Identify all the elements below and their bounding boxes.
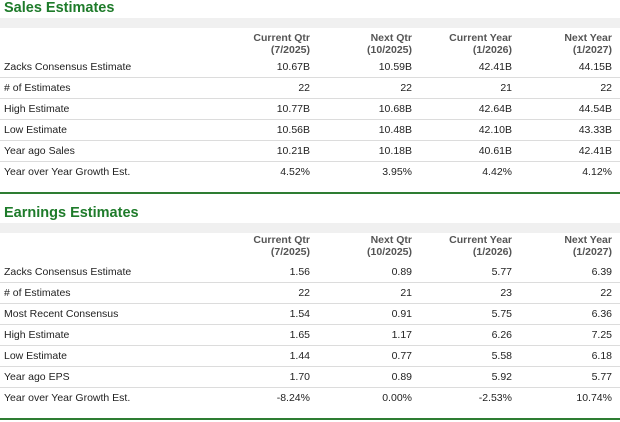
cell-value: 3.95% xyxy=(382,166,412,178)
cell-value: 10.67B xyxy=(276,61,310,73)
cell-value: 23 xyxy=(500,287,512,299)
row-label: Zacks Consensus Estimate xyxy=(4,266,132,278)
cell-value: 5.77 xyxy=(591,371,612,383)
cell-value: 22 xyxy=(400,82,412,94)
table-row: Year ago Sales 10.21B 10.18B 40.61B 42.4… xyxy=(0,141,620,162)
cell-value: 40.61B xyxy=(478,145,512,157)
row-label: High Estimate xyxy=(4,103,70,115)
cell-value: 1.54 xyxy=(289,308,310,320)
cell-value: 21 xyxy=(500,82,512,94)
cell-value: 10.59B xyxy=(378,61,412,73)
cell-value: 0.89 xyxy=(391,371,412,383)
cell-value: 22 xyxy=(298,82,310,94)
table-row: Year over Year Growth Est. 4.52% 3.95% 4… xyxy=(0,162,620,183)
column-header-current-qtr: Current Qtr (7/2025) xyxy=(253,32,310,56)
row-label: Low Estimate xyxy=(4,124,68,136)
cell-value: 0.91 xyxy=(391,308,412,320)
cell-value: -2.53% xyxy=(478,392,512,404)
row-label: Most Recent Consensus xyxy=(4,308,119,320)
column-header-next-qtr: Next Qtr (10/2025) xyxy=(367,234,412,258)
earnings-estimates-title: Earnings Estimates xyxy=(4,205,139,221)
cell-value: 44.15B xyxy=(578,61,612,73)
cell-value: 1.44 xyxy=(289,350,310,362)
cell-value: 0.89 xyxy=(391,266,412,278)
cell-value: 42.41B xyxy=(478,61,512,73)
cell-value: 5.92 xyxy=(491,371,512,383)
section-divider xyxy=(0,418,620,420)
table-row: Most Recent Consensus 1.54 0.91 5.75 6.3… xyxy=(0,304,620,325)
row-label: Year over Year Growth Est. xyxy=(4,166,131,178)
cell-value: 6.36 xyxy=(591,308,612,320)
cell-value: 6.26 xyxy=(491,329,512,341)
section-divider xyxy=(0,192,620,194)
cell-value: 0.77 xyxy=(391,350,412,362)
title-band xyxy=(0,223,620,233)
cell-value: 6.39 xyxy=(591,266,612,278)
cell-value: 21 xyxy=(400,287,412,299)
table-row: Year ago EPS 1.70 0.89 5.92 5.77 xyxy=(0,367,620,388)
table-row: # of Estimates 22 21 23 22 xyxy=(0,283,620,304)
cell-value: 22 xyxy=(600,287,612,299)
cell-value: 42.64B xyxy=(478,103,512,115)
cell-value: 1.70 xyxy=(289,371,310,383)
cell-value: 6.18 xyxy=(591,350,612,362)
column-header-next-year: Next Year (1/2027) xyxy=(564,234,612,258)
column-header-current-year: Current Year (1/2026) xyxy=(449,234,512,258)
sales-estimates-section: Sales Estimates Current Qtr (7/2025) Next… xyxy=(0,0,620,196)
row-label: Year ago EPS xyxy=(4,371,70,383)
cell-value: 7.25 xyxy=(591,329,612,341)
cell-value: -8.24% xyxy=(276,392,310,404)
column-header-next-year: Next Year (1/2027) xyxy=(564,32,612,56)
table-row: Zacks Consensus Estimate 1.56 0.89 5.77 … xyxy=(0,262,620,283)
column-header-current-year: Current Year (1/2026) xyxy=(449,32,512,56)
cell-value: 10.21B xyxy=(276,145,310,157)
cell-value: 4.52% xyxy=(280,166,310,178)
cell-value: 42.10B xyxy=(478,124,512,136)
table-row: Year over Year Growth Est. -8.24% 0.00% … xyxy=(0,388,620,409)
row-label: High Estimate xyxy=(4,329,70,341)
cell-value: 10.56B xyxy=(276,124,310,136)
sales-estimates-title: Sales Estimates xyxy=(4,0,115,16)
earnings-estimates-section: Earnings Estimates Current Qtr (7/2025) N… xyxy=(0,196,620,422)
cell-value: 10.18B xyxy=(378,145,412,157)
column-header-current-qtr: Current Qtr (7/2025) xyxy=(253,234,310,258)
cell-value: 1.17 xyxy=(391,329,412,341)
row-label: # of Estimates xyxy=(4,287,71,299)
row-label: Low Estimate xyxy=(4,350,68,362)
cell-value: 44.54B xyxy=(578,103,612,115)
column-header-next-qtr: Next Qtr (10/2025) xyxy=(367,32,412,56)
cell-value: 10.48B xyxy=(378,124,412,136)
title-band xyxy=(0,18,620,28)
row-label: Year ago Sales xyxy=(4,145,75,157)
table-row: Low Estimate 10.56B 10.48B 42.10B 43.33B xyxy=(0,120,620,141)
cell-value: 42.41B xyxy=(578,145,612,157)
row-label: Zacks Consensus Estimate xyxy=(4,61,132,73)
cell-value: 4.42% xyxy=(482,166,512,178)
table-row: Zacks Consensus Estimate 10.67B 10.59B 4… xyxy=(0,57,620,78)
table-row: Low Estimate 1.44 0.77 5.58 6.18 xyxy=(0,346,620,367)
cell-value: 10.74% xyxy=(576,392,612,404)
row-label: # of Estimates xyxy=(4,82,71,94)
cell-value: 1.65 xyxy=(289,329,310,341)
cell-value: 10.77B xyxy=(276,103,310,115)
cell-value: 22 xyxy=(600,82,612,94)
cell-value: 1.56 xyxy=(289,266,310,278)
table-row: High Estimate 1.65 1.17 6.26 7.25 xyxy=(0,325,620,346)
table-row: # of Estimates 22 22 21 22 xyxy=(0,78,620,99)
cell-value: 22 xyxy=(298,287,310,299)
cell-value: 5.77 xyxy=(491,266,512,278)
cell-value: 5.58 xyxy=(491,350,512,362)
cell-value: 10.68B xyxy=(378,103,412,115)
table-row: High Estimate 10.77B 10.68B 42.64B 44.54… xyxy=(0,99,620,120)
cell-value: 43.33B xyxy=(578,124,612,136)
cell-value: 4.12% xyxy=(582,166,612,178)
cell-value: 0.00% xyxy=(382,392,412,404)
cell-value: 5.75 xyxy=(491,308,512,320)
row-label: Year over Year Growth Est. xyxy=(4,392,131,404)
